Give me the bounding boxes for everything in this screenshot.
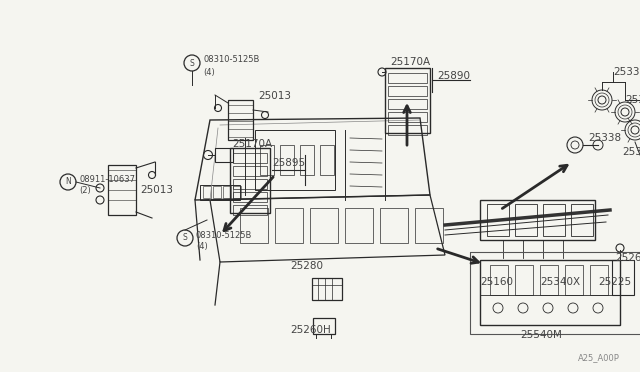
Bar <box>233 166 267 176</box>
Text: 25260H: 25260H <box>290 325 331 335</box>
Bar <box>388 99 427 109</box>
Text: 08911-10637: 08911-10637 <box>79 174 135 183</box>
Bar <box>612 260 634 295</box>
Bar <box>388 73 427 83</box>
Bar <box>213 186 221 198</box>
Bar <box>255 130 335 190</box>
Bar <box>313 318 335 334</box>
Bar <box>543 204 565 236</box>
Bar <box>490 265 508 295</box>
Text: 25330A: 25330A <box>625 95 640 105</box>
Bar <box>312 278 342 300</box>
Bar <box>203 186 211 198</box>
Text: 25013: 25013 <box>140 185 173 195</box>
Bar <box>200 185 240 200</box>
Bar <box>388 125 427 135</box>
Text: 08310-5125B: 08310-5125B <box>203 55 259 64</box>
Bar <box>230 148 270 213</box>
Text: 25225: 25225 <box>598 277 631 287</box>
Text: 25890: 25890 <box>437 71 470 81</box>
Text: N: N <box>65 177 71 186</box>
Text: (4): (4) <box>196 243 208 251</box>
Bar <box>233 153 267 163</box>
Text: 25170A: 25170A <box>390 57 430 67</box>
Text: 25280: 25280 <box>290 261 323 271</box>
Bar <box>233 186 241 198</box>
Bar <box>275 208 303 243</box>
Bar <box>565 265 583 295</box>
Text: 25160: 25160 <box>480 277 513 287</box>
Text: A25_A00P: A25_A00P <box>578 353 620 362</box>
Bar <box>480 200 595 240</box>
Text: (4): (4) <box>203 67 215 77</box>
Bar <box>240 208 268 243</box>
Bar <box>223 186 231 198</box>
Bar <box>345 208 373 243</box>
Text: 25338: 25338 <box>588 133 621 143</box>
Bar <box>215 148 233 162</box>
Bar <box>590 265 608 295</box>
Bar <box>515 204 537 236</box>
Text: S: S <box>189 58 195 67</box>
Bar <box>487 204 509 236</box>
Text: 25330C: 25330C <box>622 147 640 157</box>
Bar <box>480 260 620 325</box>
Bar <box>388 86 427 96</box>
Bar <box>515 265 533 295</box>
Bar <box>385 68 430 133</box>
Bar <box>380 208 408 243</box>
Text: 25170A: 25170A <box>232 139 272 149</box>
Bar <box>300 145 314 175</box>
Text: 25330: 25330 <box>613 67 640 77</box>
Bar <box>540 265 558 295</box>
Text: 25260: 25260 <box>615 253 640 263</box>
Bar <box>470 252 640 334</box>
Bar <box>310 208 338 243</box>
Bar <box>415 208 443 243</box>
Text: 25340X: 25340X <box>540 277 580 287</box>
Bar <box>320 145 334 175</box>
Bar <box>280 145 294 175</box>
Bar <box>233 179 267 189</box>
Text: 08310-5125B: 08310-5125B <box>196 231 252 240</box>
Text: (2): (2) <box>79 186 91 196</box>
Text: 25013: 25013 <box>258 91 291 101</box>
Bar <box>260 145 274 175</box>
Text: 25540M: 25540M <box>520 330 562 340</box>
Text: S: S <box>182 234 188 243</box>
Bar <box>233 192 267 202</box>
Text: 25895: 25895 <box>272 158 305 168</box>
Bar <box>571 204 593 236</box>
Bar <box>228 100 253 140</box>
Bar <box>233 205 267 215</box>
Bar <box>108 165 136 215</box>
Bar <box>388 112 427 122</box>
